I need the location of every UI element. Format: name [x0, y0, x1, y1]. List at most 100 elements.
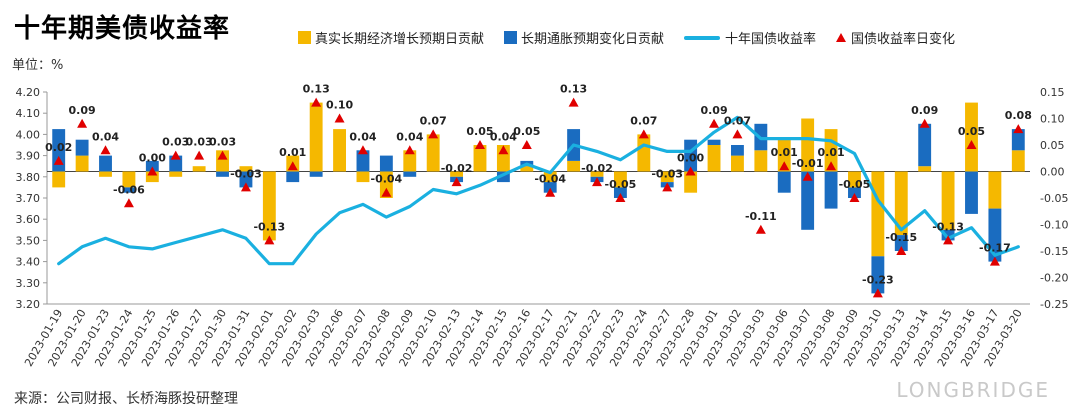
- bar-real-growth: [52, 171, 66, 188]
- data-label: -0.02: [581, 162, 613, 175]
- change-marker: [404, 145, 415, 155]
- data-label: -0.23: [862, 273, 894, 286]
- change-marker: [919, 118, 930, 128]
- left-tick-label: 3.20: [16, 298, 41, 311]
- bar-real-growth: [356, 171, 370, 183]
- bar-real-growth: [520, 166, 534, 172]
- bar-real-growth: [613, 171, 627, 188]
- bar-real-growth: [871, 171, 885, 257]
- change-marker: [615, 193, 626, 202]
- right-tick-label: 0.05: [1040, 139, 1065, 152]
- data-label: -0.03: [230, 167, 262, 180]
- change-marker: [217, 150, 228, 160]
- bar-real-growth: [169, 171, 183, 177]
- change-marker: [826, 161, 837, 171]
- bar-real-growth: [122, 171, 136, 188]
- bar-real-growth: [99, 171, 112, 177]
- right-tick-label: -0.10: [1040, 219, 1068, 232]
- change-marker: [240, 182, 251, 192]
- bar-inflation: [894, 235, 908, 251]
- legend-item: 长期通胀预期变化日贡献: [504, 28, 664, 47]
- bar-real-growth: [333, 129, 346, 172]
- bar-inflation: [731, 145, 744, 156]
- data-label: 0.00: [139, 152, 166, 165]
- bar-inflation: [239, 171, 253, 188]
- bar-inflation: [309, 171, 323, 177]
- left-tick-label: 3.30: [16, 277, 41, 290]
- bar-real-growth: [567, 160, 581, 172]
- data-label: -0.02: [441, 162, 473, 175]
- bar-inflation: [99, 155, 112, 172]
- bar-inflation: [122, 187, 136, 193]
- data-label: 0.02: [45, 141, 72, 154]
- data-label: 0.10: [326, 99, 353, 112]
- data-label: -0.17: [979, 242, 1011, 255]
- change-marker: [1013, 124, 1024, 134]
- data-label: 0.04: [92, 130, 119, 143]
- change-marker: [100, 145, 111, 155]
- bar-real-growth: [848, 171, 861, 188]
- data-label: 0.01: [771, 146, 798, 159]
- data-label: 0.07: [630, 114, 657, 127]
- legend-swatch: [298, 31, 311, 44]
- left-tick-label: 3.80: [16, 171, 41, 184]
- left-tick-label: 3.40: [16, 256, 41, 269]
- bar-real-growth: [309, 102, 323, 172]
- legend-label: 长期通胀预期变化日贡献: [521, 32, 665, 47]
- data-label: 0.09: [911, 104, 938, 117]
- change-marker: [732, 129, 743, 139]
- bar-inflation: [801, 171, 815, 230]
- bar-inflation: [496, 171, 510, 183]
- bar-real-growth: [379, 171, 393, 198]
- bar-inflation: [918, 123, 932, 167]
- change-marker: [170, 150, 181, 160]
- change-marker: [521, 140, 532, 149]
- bar-real-growth: [145, 171, 159, 183]
- bar-real-growth: [660, 171, 674, 183]
- bar-inflation: [1011, 129, 1025, 151]
- right-tick-label: -0.15: [1040, 245, 1068, 258]
- legend: 真实长期经济增长预期日贡献 长期通胀预期变化日贡献 十年国债收益率 国债收益率日变化: [298, 28, 975, 47]
- bar-inflation: [707, 139, 721, 145]
- change-marker: [123, 198, 134, 208]
- change-marker: [568, 97, 579, 107]
- right-tick-label: -0.20: [1040, 272, 1068, 285]
- watermark: LONGBRIDGE: [896, 378, 1050, 402]
- change-marker: [498, 145, 509, 155]
- bar-real-growth: [965, 102, 978, 172]
- data-label: -0.15: [885, 231, 917, 244]
- data-label: 0.07: [420, 114, 447, 127]
- change-marker: [779, 161, 790, 171]
- data-label: 0.05: [466, 125, 493, 138]
- bar-inflation: [941, 229, 955, 241]
- change-marker: [545, 187, 556, 197]
- legend-item: 十年国债收益率: [684, 28, 816, 47]
- bar-inflation: [75, 139, 89, 156]
- bar-real-growth: [918, 166, 932, 172]
- change-marker: [147, 166, 158, 176]
- left-tick-label: 3.50: [16, 234, 41, 247]
- data-label: -0.05: [839, 178, 871, 191]
- bar-real-growth: [941, 171, 955, 230]
- change-marker: [662, 182, 673, 192]
- bar-inflation: [379, 155, 393, 172]
- bar-inflation: [871, 256, 885, 294]
- bar-real-growth: [239, 166, 253, 172]
- data-label: 0.05: [958, 125, 985, 138]
- change-marker: [966, 140, 977, 149]
- bar-real-growth: [426, 134, 440, 172]
- bar-real-growth: [754, 150, 768, 172]
- change-marker: [943, 235, 954, 245]
- bar-inflation: [613, 187, 627, 198]
- data-label: -0.03: [651, 167, 683, 180]
- right-tick-label: 0.00: [1040, 166, 1065, 179]
- bar-inflation: [988, 208, 1002, 262]
- data-label: 0.07: [724, 114, 751, 127]
- bar-real-growth: [707, 145, 721, 172]
- bar-real-growth: [403, 150, 417, 172]
- change-marker: [357, 145, 368, 155]
- data-label: 0.00: [677, 152, 704, 165]
- change-marker: [755, 224, 766, 234]
- legend-label: 真实长期经济增长预期日贡献: [315, 32, 485, 47]
